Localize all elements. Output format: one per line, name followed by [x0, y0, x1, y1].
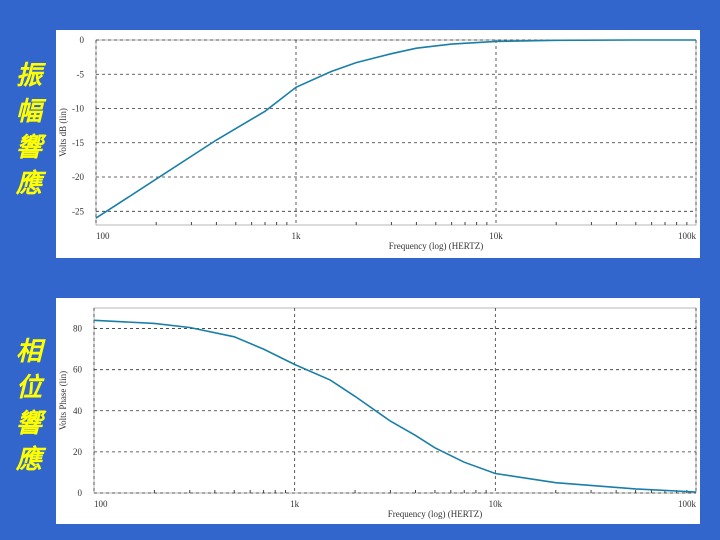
y-tick-label: 80: [73, 324, 83, 334]
magnitude-chart-panel: 0 -5 -10 -15 -20 -25 100 1k 10k 100k Frequency (lo…: [56, 30, 700, 258]
series-line: [95, 39, 696, 219]
y-tick-label: 60: [73, 365, 83, 375]
y-axis-label: Volts dB (lin): [58, 108, 68, 157]
y-tick-label: -25: [72, 206, 84, 216]
y-tick-label: 20: [73, 447, 83, 457]
phase-char: 響: [15, 409, 42, 439]
phase-char: 位: [15, 373, 42, 403]
x-tick-label: 100: [94, 499, 108, 509]
magnitude-char: 應: [15, 169, 42, 199]
magnitude-response-label: 振幅響應: [14, 58, 44, 202]
y-tick-label: 0: [78, 488, 83, 498]
y-tick-label: -10: [72, 104, 84, 114]
phase-response-label: 相位響應: [14, 334, 44, 478]
y-tick-label: 0: [80, 35, 85, 45]
plot-frame: [95, 39, 697, 226]
magnitude-chart: 0 -5 -10 -15 -20 -25 100 1k 10k 100k Frequency (lo…: [58, 35, 697, 251]
plot-frame: [93, 307, 697, 494]
magnitude-char: 振: [15, 61, 42, 91]
phase-char: 相: [15, 337, 42, 367]
series-line: [93, 319, 697, 493]
x-tick-label: 100k: [678, 231, 697, 241]
x-tick-label: 100: [96, 231, 110, 241]
phase-chart-panel: 0 20 40 60 80 100 1k 10k 100k Frequency (log) (HE…: [56, 298, 700, 524]
x-tick-label: 10k: [489, 499, 503, 509]
x-axis-label: Frequency (log) (HERTZ): [389, 241, 483, 251]
y-axis-label: Volts Phase (lin): [58, 371, 68, 430]
x-tick-label: 100k: [678, 499, 697, 509]
y-tick-label: -5: [77, 69, 85, 79]
x-tick-label: 10k: [489, 231, 503, 241]
x-tick-label: 1k: [290, 499, 300, 509]
x-tick-label: 1k: [292, 231, 302, 241]
magnitude-char: 幅: [15, 97, 42, 127]
magnitude-char: 響: [15, 133, 42, 163]
y-tick-label: 40: [73, 406, 83, 416]
y-tick-label: -15: [72, 138, 84, 148]
phase-char: 應: [15, 445, 42, 475]
phase-chart: 0 20 40 60 80 100 1k 10k 100k Frequency (log) (HE…: [58, 307, 697, 519]
y-tick-label: -20: [72, 172, 84, 182]
x-axis-label: Frequency (log) (HERTZ): [388, 509, 482, 519]
